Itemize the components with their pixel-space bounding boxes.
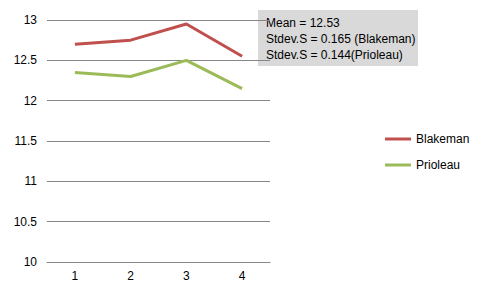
svg-text:Prioleau: Prioleau xyxy=(416,158,460,172)
svg-text:Mean = 12.53: Mean = 12.53 xyxy=(266,16,340,30)
svg-text:Blakeman: Blakeman xyxy=(416,132,469,146)
svg-text:2: 2 xyxy=(127,269,134,283)
svg-text:12: 12 xyxy=(24,94,38,108)
svg-text:10: 10 xyxy=(24,255,38,269)
svg-text:13: 13 xyxy=(24,13,38,27)
svg-text:4: 4 xyxy=(239,269,246,283)
svg-text:Stdev.S = 0.144(Prioleau): Stdev.S = 0.144(Prioleau) xyxy=(266,48,403,62)
svg-text:11.5: 11.5 xyxy=(15,134,38,148)
svg-text:12.5: 12.5 xyxy=(14,53,38,67)
svg-text:11: 11 xyxy=(25,174,38,188)
svg-text:10.5: 10.5 xyxy=(14,215,38,229)
svg-text:3: 3 xyxy=(183,269,190,283)
svg-text:1: 1 xyxy=(72,269,79,283)
svg-text:Stdev.S = 0.165 (Blakeman): Stdev.S = 0.165 (Blakeman) xyxy=(266,32,416,46)
